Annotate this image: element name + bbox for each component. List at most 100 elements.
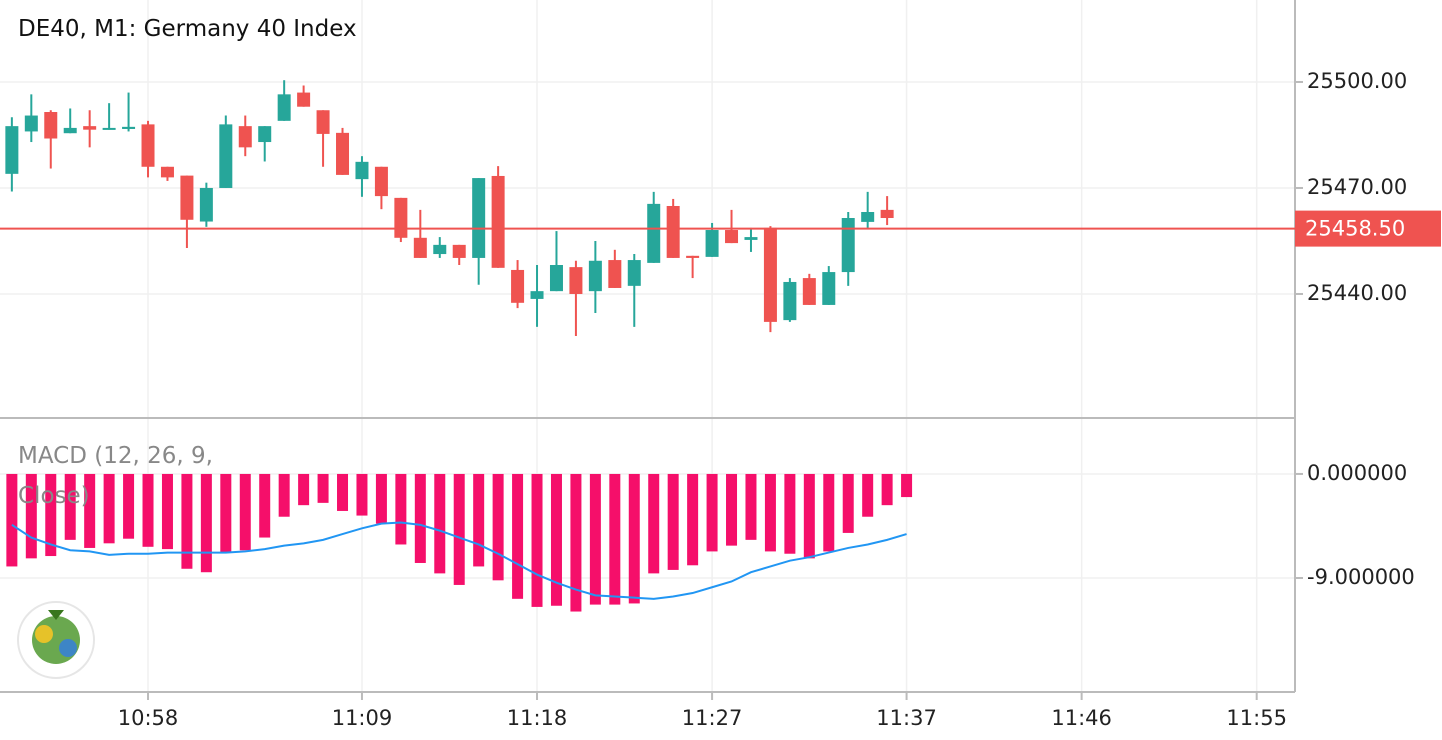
- candle-body: [160, 166, 174, 178]
- histogram-bar: [259, 473, 271, 538]
- histogram-bar: [862, 473, 874, 517]
- histogram-bar: [239, 473, 251, 551]
- signal-line: [11, 521, 907, 600]
- candle-body: [374, 166, 388, 197]
- histogram-bar: [356, 473, 368, 516]
- chart-title: DE40, M1: Germany 40 Index: [18, 16, 357, 42]
- candle-body: [413, 237, 427, 258]
- histogram-bar: [6, 473, 18, 567]
- candle-body: [277, 94, 291, 121]
- x-tick-label: 11:18: [507, 706, 568, 730]
- histogram-bar: [414, 473, 426, 563]
- histogram-bar: [375, 473, 387, 524]
- histogram-bar: [337, 473, 349, 511]
- histogram-bar: [687, 473, 699, 566]
- candle-body: [297, 92, 311, 107]
- candle-body: [491, 175, 505, 268]
- histogram-bar: [103, 473, 115, 544]
- last-price-box: [1295, 210, 1441, 247]
- candle-body: [530, 291, 544, 299]
- candle-body: [783, 281, 797, 321]
- histogram-bar: [901, 473, 913, 498]
- histogram-bar: [648, 473, 660, 574]
- y-tick-label: 25440.00: [1307, 281, 1407, 305]
- histogram-bar: [453, 473, 465, 585]
- candle-body: [433, 244, 447, 255]
- candle-body: [102, 127, 116, 130]
- histogram-bar: [317, 473, 329, 503]
- candle-body: [511, 269, 525, 303]
- candle-body: [705, 230, 719, 257]
- last-price-label: 25458.50: [1305, 217, 1405, 241]
- candle-body: [861, 212, 875, 222]
- histogram-bar: [45, 473, 57, 557]
- candle-body: [199, 187, 213, 222]
- candle-body: [763, 227, 777, 322]
- histogram-bar: [570, 473, 582, 612]
- candle-body: [355, 161, 369, 180]
- candle-body: [24, 115, 38, 132]
- app-logo: [17, 601, 95, 679]
- x-tick-label: 11:55: [1226, 706, 1287, 730]
- candle-body: [394, 197, 408, 238]
- y-tick-label: -9.000000: [1307, 565, 1415, 589]
- candle-body: [549, 265, 563, 292]
- histogram-bar: [881, 473, 893, 506]
- candle-body: [841, 218, 855, 273]
- x-tick-label: 11:27: [682, 706, 743, 730]
- histogram-bar: [628, 473, 640, 604]
- histogram-bar: [784, 473, 796, 554]
- histogram-bar: [745, 473, 757, 540]
- histogram-bar: [298, 473, 310, 506]
- candle-body: [44, 112, 58, 139]
- histogram-bar: [803, 473, 815, 559]
- indicator-label: MACD (12, 26, 9, Close): [18, 443, 213, 509]
- histogram-bar: [492, 473, 504, 581]
- histogram-bar: [64, 473, 76, 540]
- histogram-bar: [84, 473, 96, 548]
- candle-body: [452, 244, 466, 258]
- histogram-bar: [764, 473, 776, 552]
- candle-body: [647, 203, 661, 263]
- y-tick-label: 25500.00: [1307, 69, 1407, 93]
- histogram-bar: [278, 473, 290, 517]
- candle-body: [725, 230, 739, 244]
- x-tick-label: 11:09: [332, 706, 393, 730]
- candle-body: [588, 260, 602, 292]
- y-tick-label: 25470.00: [1307, 175, 1407, 199]
- candle-body: [5, 126, 19, 174]
- candle-body: [822, 272, 836, 305]
- histogram-bar: [706, 473, 718, 552]
- histogram-bar: [123, 473, 135, 539]
- histogram-bar: [589, 473, 601, 605]
- histogram-bar: [726, 473, 738, 546]
- histogram-bar: [395, 473, 407, 545]
- histogram-bar: [823, 473, 835, 552]
- candle-body: [880, 209, 894, 219]
- candle-body: [258, 126, 272, 143]
- candle-body: [180, 175, 194, 220]
- logo-dot: [59, 639, 77, 657]
- histogram-bar: [842, 473, 854, 533]
- histogram-bar: [142, 473, 154, 547]
- x-tick-label: 10:58: [118, 706, 179, 730]
- candle-body: [627, 260, 641, 286]
- histogram-bar: [434, 473, 446, 574]
- histogram-bar: [200, 473, 212, 573]
- histogram-bar: [25, 473, 37, 559]
- candle-body: [802, 278, 816, 305]
- candle-body: [316, 110, 330, 134]
- candle-body: [122, 126, 136, 129]
- histogram-bar: [667, 473, 679, 570]
- histogram-bar: [512, 473, 524, 599]
- candle-body: [569, 267, 583, 294]
- logo-dot: [35, 625, 53, 643]
- candle-body: [219, 124, 233, 188]
- histogram-bar: [181, 473, 193, 569]
- histogram-bar: [550, 473, 562, 606]
- grid: [0, 0, 1295, 692]
- candle-body: [141, 124, 155, 167]
- logo-leaf: [48, 610, 64, 620]
